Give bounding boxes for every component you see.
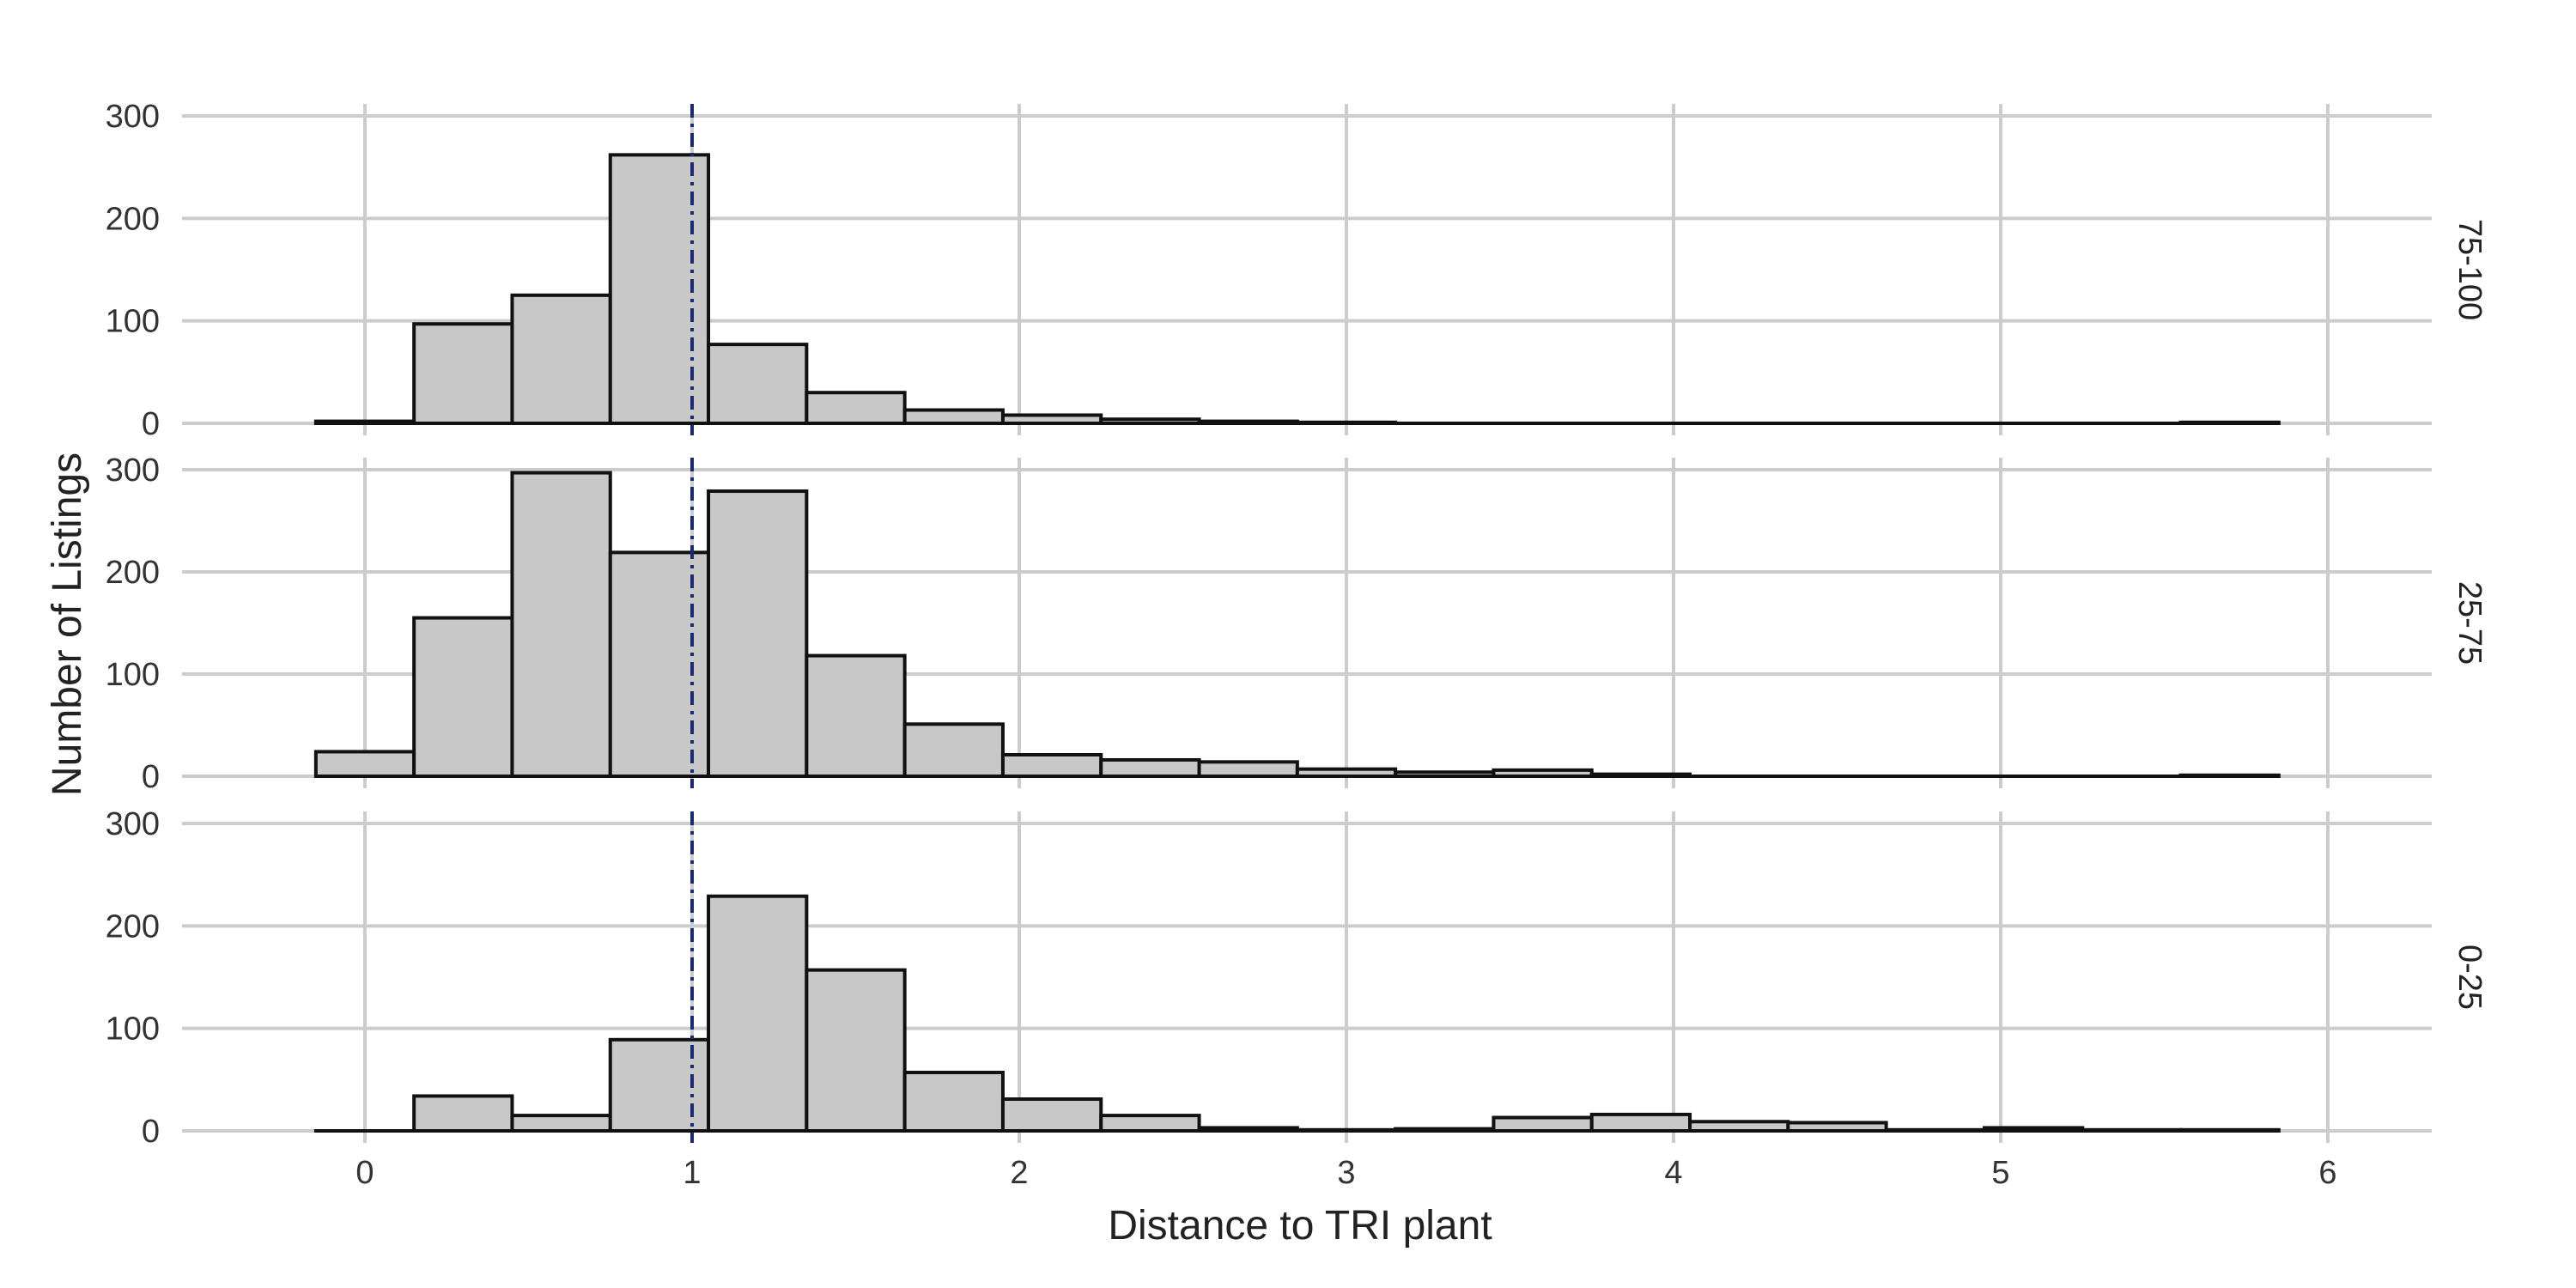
histogram-bar (805, 653, 907, 779)
y-tick-label: 100 (106, 1012, 160, 1048)
histogram-bar (510, 293, 612, 426)
histogram-bar (1197, 760, 1299, 779)
histogram-bar (1000, 753, 1103, 779)
x-tick-label: 5 (1991, 1155, 2009, 1191)
x-tick-label: 6 (2318, 1155, 2336, 1191)
histogram-bar (707, 343, 809, 426)
histogram-bar (902, 1070, 1005, 1133)
histogram-bar (1295, 420, 1398, 426)
histogram-bar (805, 968, 907, 1133)
histogram-bar (2081, 1127, 2183, 1133)
y-tick-label: 300 (106, 453, 160, 489)
facet-panel-0-25: 0 100 200 300 0-25 (106, 806, 2488, 1150)
histogram-bar (1394, 770, 1496, 778)
x-tick-label: 3 (1337, 1155, 1355, 1191)
facet-panel-25-75: 0 100 200 300 25-75 (106, 453, 2488, 795)
histogram-bar (1099, 417, 1201, 425)
y-tick-label: 0 (142, 406, 160, 442)
histogram-bar (313, 750, 416, 779)
histogram-bar (510, 1114, 612, 1133)
histogram-bar (1197, 419, 1299, 426)
histogram-bar (707, 489, 809, 778)
histogram-bar (1295, 767, 1398, 778)
histogram-bar (902, 722, 1005, 778)
histogram-bar (1099, 757, 1201, 779)
x-tick-label: 1 (683, 1155, 701, 1191)
y-tick-label: 0 (142, 759, 160, 795)
histogram-bar (1394, 1127, 1496, 1133)
histogram-bar (1688, 1120, 1790, 1133)
y-tick-label: 200 (106, 201, 160, 237)
facet-strip-label: 25-75 (2451, 581, 2488, 665)
histogram-bar (412, 322, 514, 426)
histogram-bar (1884, 1127, 1986, 1133)
y-tick-label: 0 (142, 1114, 160, 1150)
histogram-bar (1492, 1115, 1594, 1133)
histogram-bar (412, 616, 514, 778)
x-tick-label: 4 (1664, 1155, 1682, 1191)
histogram-bar (805, 391, 907, 426)
x-axis-title: Distance to TRI plant (1108, 1203, 1492, 1249)
y-tick-label: 100 (106, 304, 160, 340)
facet-strip-label: 0-25 (2451, 945, 2488, 1010)
histogram-bar (1000, 1097, 1103, 1133)
y-tick-label: 200 (106, 555, 160, 591)
x-tick-labels: 0 1 2 3 4 5 6 (355, 1155, 2336, 1191)
facets-group: 0 100 200 300 75-100 0 100 200 300 25-75 0 100 200 30… (106, 99, 2488, 1150)
histogram-bar (2178, 773, 2281, 778)
x-tick-label: 2 (1010, 1155, 1028, 1191)
histogram-bar (1786, 1121, 1888, 1133)
facet-panel-75-100: 0 100 200 300 75-100 (106, 99, 2488, 442)
histogram-bar (2178, 1127, 2281, 1133)
histogram-bar (1000, 413, 1103, 426)
histogram-bar (313, 419, 416, 426)
histogram-bar (1295, 1127, 1398, 1133)
histogram-bar (1982, 1126, 2085, 1133)
y-tick-label: 100 (106, 657, 160, 693)
y-tick-label: 300 (106, 99, 160, 135)
facet-strip-label: 75-100 (2451, 219, 2488, 320)
histogram-bar (707, 894, 809, 1133)
y-tick-label: 200 (106, 908, 160, 945)
histogram-bar (412, 1094, 514, 1133)
y-axis-title: Number of Listings (45, 453, 90, 796)
x-tick-label: 0 (355, 1155, 374, 1191)
histogram-bar (1492, 768, 1594, 778)
histogram-bar (1589, 1112, 1692, 1133)
histogram-bar (1099, 1114, 1201, 1133)
y-tick-label: 300 (106, 806, 160, 842)
histogram-bar (902, 408, 1005, 425)
histogram-bar (1197, 1126, 1299, 1133)
histogram-bar (510, 471, 612, 778)
histogram-bar (2178, 420, 2281, 426)
histogram-bar (1589, 772, 1692, 778)
